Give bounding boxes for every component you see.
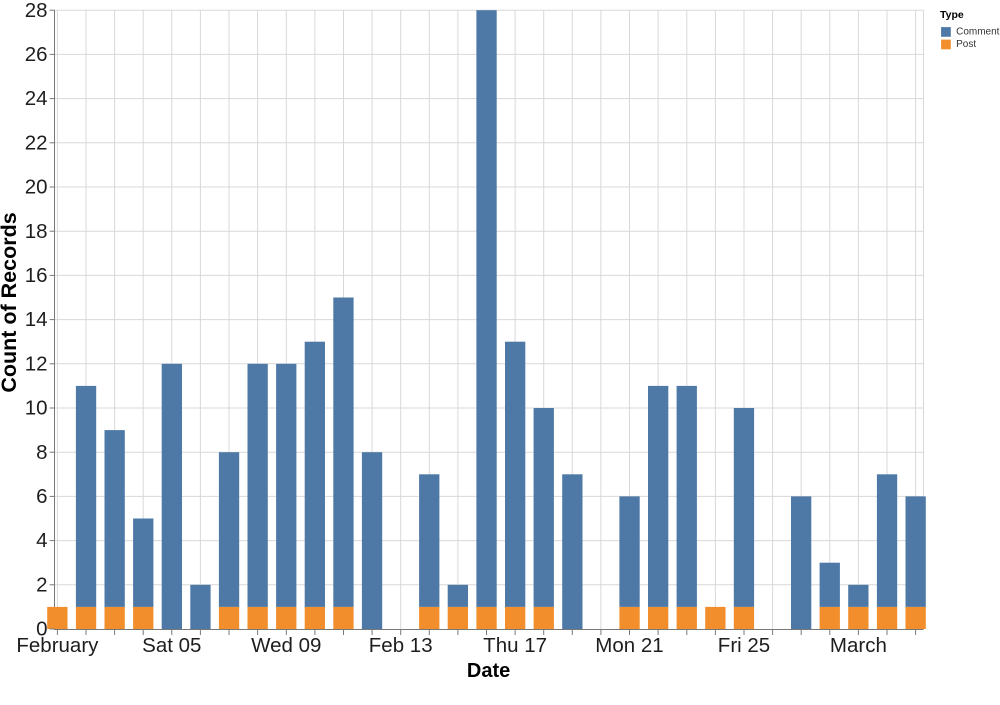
- svg-text:6: 6: [36, 485, 47, 508]
- svg-text:22: 22: [25, 131, 48, 154]
- svg-text:0: 0: [36, 618, 47, 641]
- svg-text:16: 16: [25, 264, 48, 287]
- svg-text:28: 28: [25, 0, 48, 22]
- svg-text:20: 20: [25, 176, 48, 199]
- svg-text:Sat 05: Sat 05: [142, 634, 201, 657]
- svg-text:Fri 25: Fri 25: [718, 634, 770, 657]
- svg-text:12: 12: [25, 352, 48, 375]
- svg-text:4: 4: [36, 529, 47, 552]
- svg-text:March: March: [830, 634, 887, 657]
- svg-text:10: 10: [25, 397, 48, 420]
- svg-text:February: February: [16, 634, 99, 657]
- svg-text:14: 14: [25, 308, 48, 331]
- svg-text:Comment: Comment: [956, 27, 1000, 38]
- svg-text:8: 8: [36, 441, 47, 464]
- svg-text:Type: Type: [940, 9, 964, 21]
- svg-text:Wed 09: Wed 09: [251, 634, 321, 657]
- svg-text:Post: Post: [956, 39, 976, 50]
- svg-text:Feb 13: Feb 13: [369, 634, 433, 657]
- svg-text:Thu 17: Thu 17: [483, 634, 547, 657]
- svg-text:Date: Date: [467, 660, 510, 682]
- svg-text:26: 26: [25, 43, 48, 66]
- svg-text:Count of Records: Count of Records: [0, 212, 21, 392]
- svg-text:2: 2: [36, 573, 47, 596]
- svg-text:18: 18: [25, 220, 48, 243]
- svg-text:24: 24: [25, 87, 48, 110]
- svg-text:Mon 21: Mon 21: [595, 634, 663, 657]
